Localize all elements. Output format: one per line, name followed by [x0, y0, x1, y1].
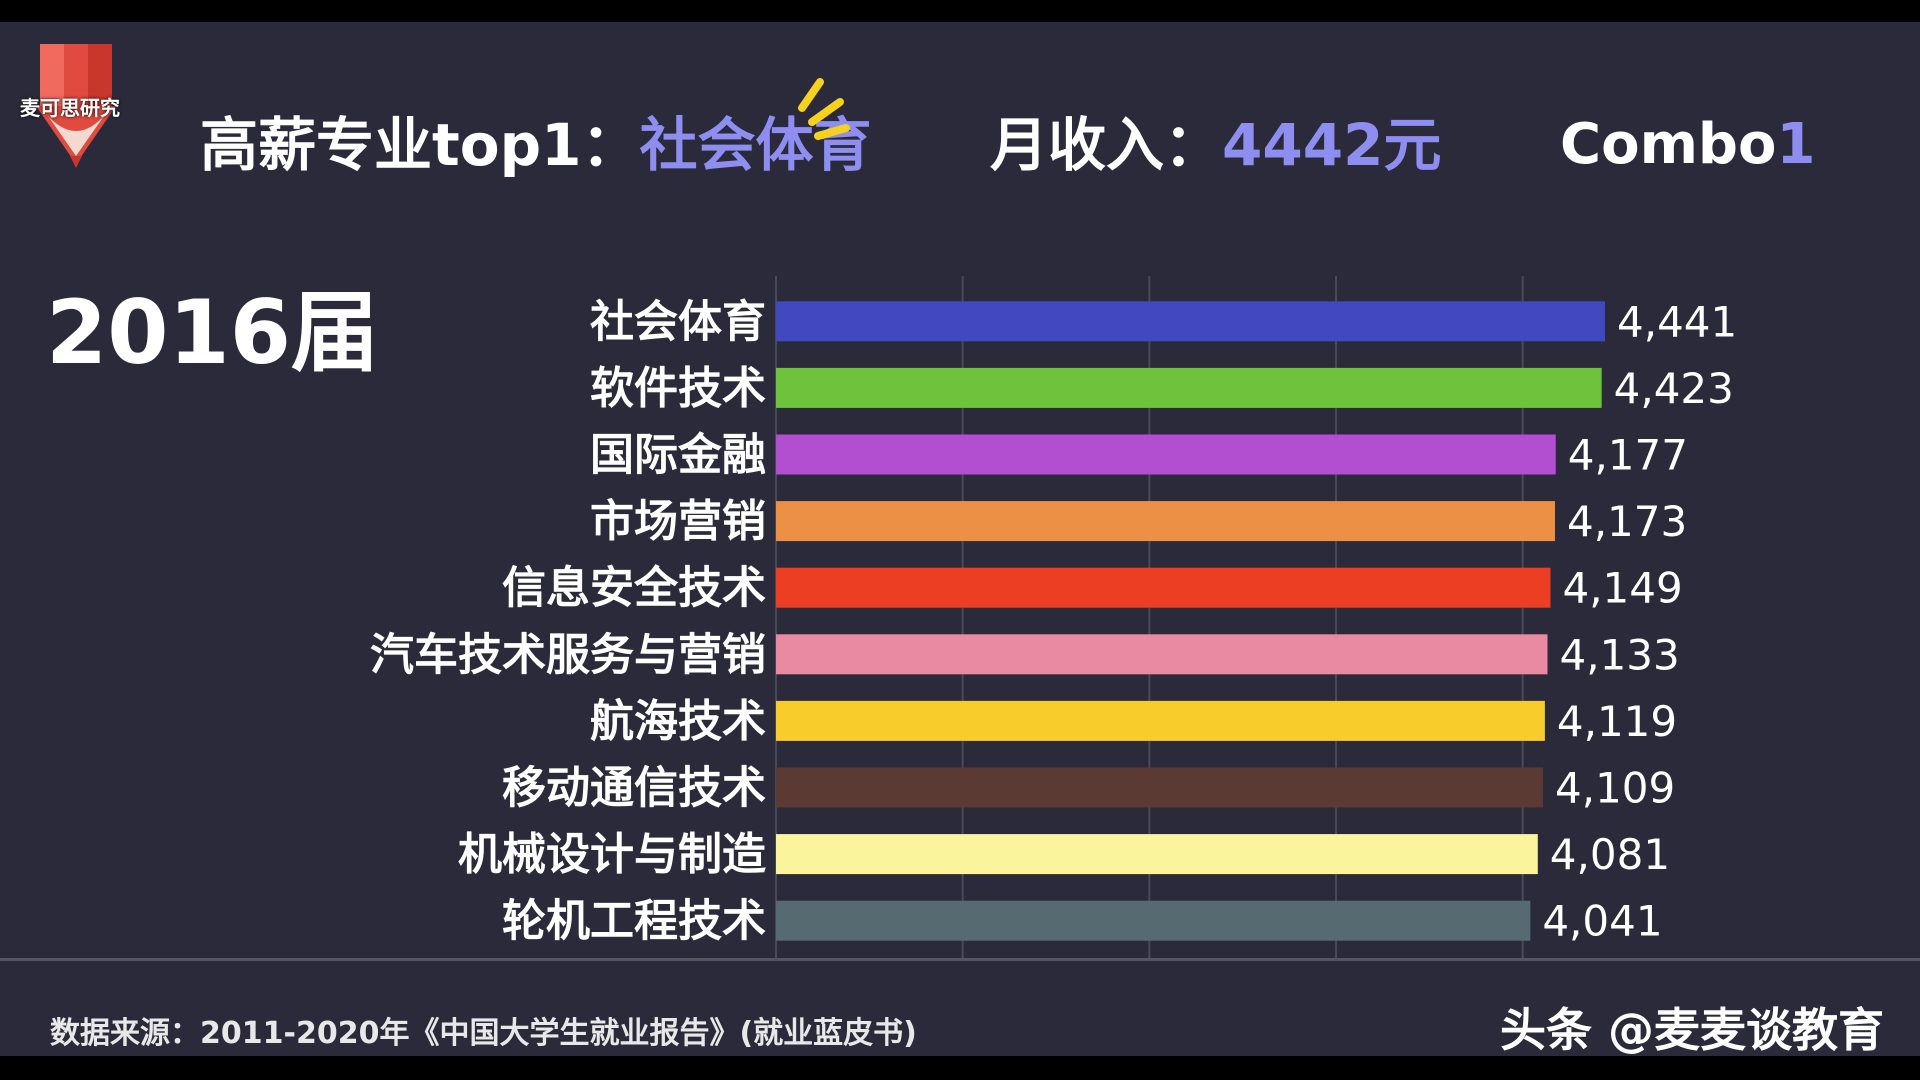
combo-counter: Combo1 [1560, 100, 1815, 190]
value-label: 4,441 [1617, 297, 1737, 346]
value-label: 4,133 [1560, 630, 1680, 679]
income-value: 4442元 [1222, 111, 1442, 179]
data-source: 数据来源：2011-2020年《中国大学生就业报告》(就业蓝皮书) [50, 1016, 917, 1051]
bar [776, 900, 1531, 941]
value-label: 4,177 [1568, 431, 1688, 480]
bar [776, 367, 1602, 408]
bar [776, 434, 1556, 475]
category-label: 航海技术 [590, 696, 766, 747]
value-label: 4,423 [1614, 364, 1734, 413]
logo-text: 麦可思研究 [20, 96, 120, 120]
bar [776, 634, 1548, 675]
bar [776, 700, 1545, 741]
value-label: 4,173 [1567, 497, 1687, 546]
category-label: 市场营销 [590, 496, 766, 547]
top-major-title: 高薪专业top1：社会体育 [200, 100, 871, 190]
pencil-logo-icon [36, 44, 116, 168]
bar [776, 834, 1538, 875]
bar [776, 767, 1544, 808]
category-label: 轮机工程技术 [502, 896, 766, 947]
footer-divider [0, 958, 1920, 961]
income-label: 月收入： [990, 111, 1223, 179]
bar [776, 301, 1605, 342]
category-label: 软件技术 [590, 363, 766, 414]
bar [776, 501, 1555, 542]
bar-chart: 01,0002,0003,0004,000社会体育4,441软件技术4,423国… [370, 276, 1737, 960]
sparkle-icon [798, 78, 850, 140]
top-major-name: 社会体育 [639, 111, 872, 179]
value-label: 4,149 [1562, 564, 1682, 613]
category-label: 社会体育 [590, 296, 766, 347]
top-label: 高薪专业top1： [200, 111, 640, 179]
category-label: 汽车技术服务与营销 [370, 629, 766, 680]
year-label: 2016届 [46, 281, 379, 384]
combo-count: 1 [1776, 112, 1816, 177]
bar [776, 567, 1551, 608]
chart-frame: 麦可思研究 高薪专业top1：社会体育 月收入：4442元 Combo1 201… [0, 22, 1920, 1057]
value-label: 4,041 [1542, 897, 1662, 946]
value-label: 4,081 [1550, 830, 1670, 879]
category-label: 移动通信技术 [502, 763, 766, 814]
category-label: 信息安全技术 [502, 563, 766, 614]
category-label: 机械设计与制造 [458, 829, 766, 880]
value-label: 4,109 [1555, 764, 1675, 813]
watermark: 头条 @麦麦谈教育 [1499, 1003, 1884, 1057]
value-label: 4,119 [1557, 697, 1677, 746]
income-title: 月收入：4442元 [990, 100, 1441, 190]
category-label: 国际金融 [590, 430, 766, 481]
combo-label: Combo [1560, 112, 1777, 177]
